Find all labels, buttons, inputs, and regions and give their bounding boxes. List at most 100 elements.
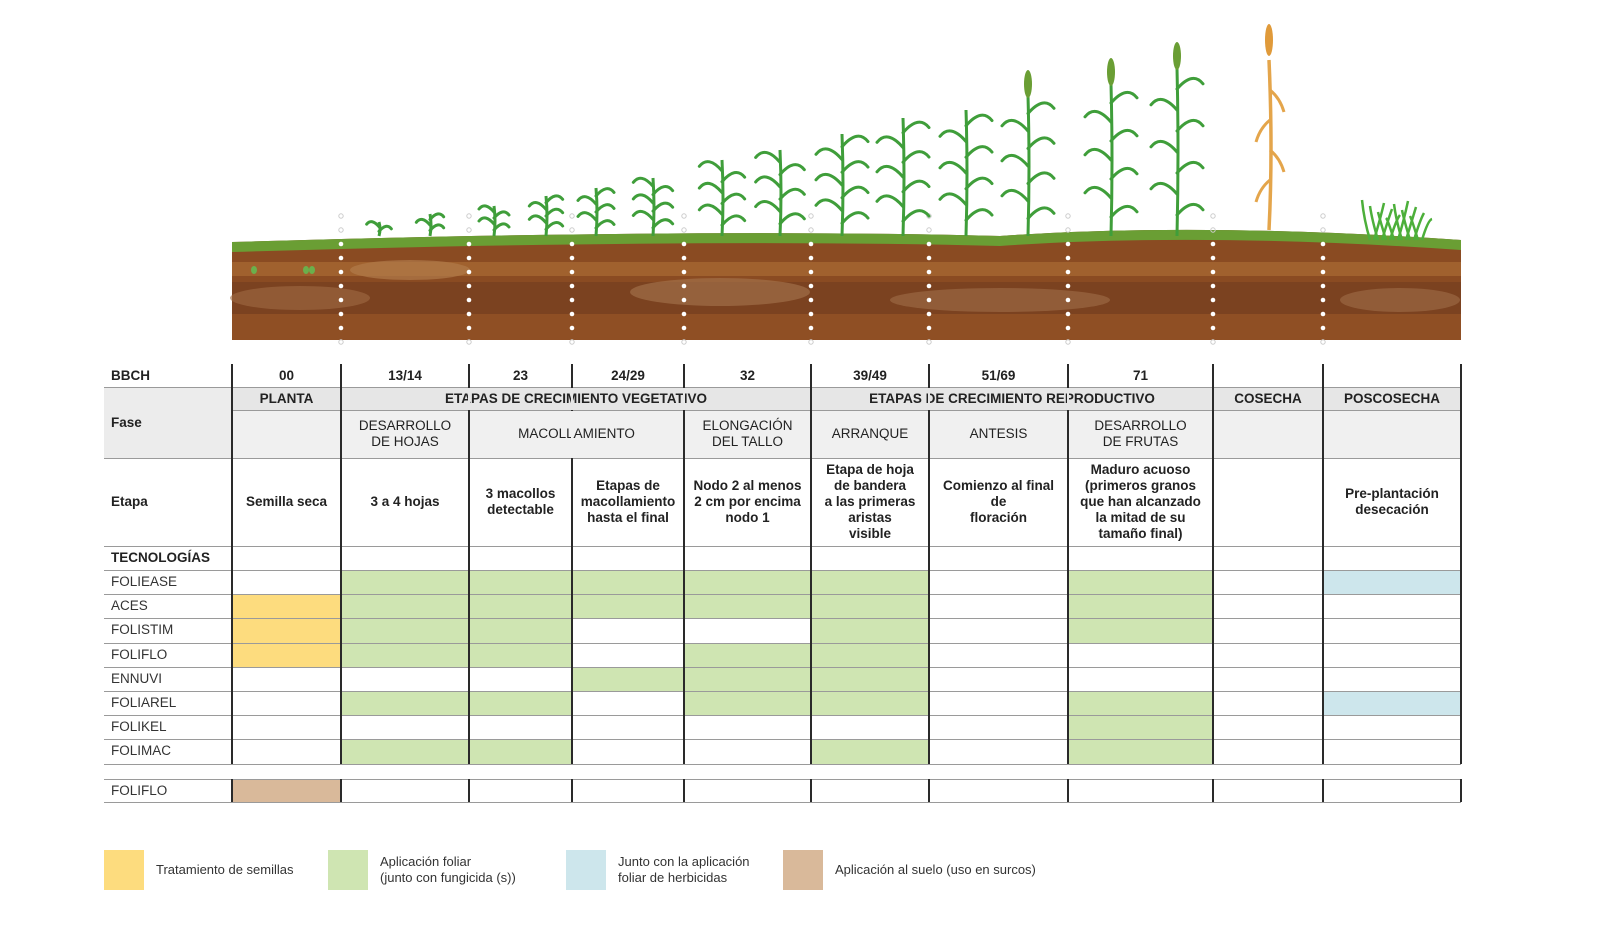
row-divider (104, 594, 1461, 596)
crop-plant-leaf (631, 193, 655, 205)
stage-description (1213, 458, 1323, 546)
stage-marker-dot (926, 269, 932, 275)
subphase-header (1213, 410, 1323, 458)
stage-marker-dot (338, 283, 344, 289)
soil-pocket (350, 260, 470, 280)
stage-marker-dot (681, 297, 687, 303)
application-cell (811, 618, 929, 643)
stage-marker-dot (1065, 255, 1071, 261)
crop-plant-leaf (938, 129, 968, 143)
column-divider (1212, 779, 1214, 802)
tecnologias-label: TECNOLOGÍAS (111, 550, 211, 565)
phase-header: PLANTA (259, 390, 314, 406)
application-cell (1323, 691, 1461, 716)
technology-name: FOLIEASE (111, 574, 178, 590)
crop-plant-leaf (778, 163, 806, 177)
technology-name: FOLIMAC (111, 743, 172, 759)
column-divider (468, 779, 470, 802)
column-divider (1460, 779, 1462, 802)
application-cell (341, 570, 469, 595)
subphase-header: MACOLLAMIENTO (518, 426, 635, 441)
crop-plant-leaf (1083, 185, 1113, 200)
crop-plant-leaf (492, 210, 511, 220)
crop-plant-leaf (840, 211, 870, 225)
application-cell (469, 570, 572, 595)
crop-plant-ear (1024, 70, 1032, 98)
crop-plant-leaf (720, 171, 747, 184)
crop-plant-leaf (1083, 109, 1113, 124)
application-cell (469, 642, 572, 667)
crop-plant-leaf (840, 160, 870, 174)
application-cell (1068, 594, 1213, 619)
growth-stage-table: BBCH Fase Etapa TECNOLOGÍAS 00 13/14 23 24/29 32… (104, 364, 1462, 803)
crop-plant-leaf (544, 207, 565, 218)
column-divider (571, 364, 573, 764)
subphase-header (1323, 410, 1461, 458)
crop-plant-leaf (814, 198, 844, 212)
grass-tuft-blade (1400, 209, 1412, 241)
stage-marker-dot (1210, 269, 1216, 275)
stage-marker-dot (808, 297, 814, 303)
crop-plant-ear (1107, 58, 1115, 86)
bbch-code: 39/49 (853, 367, 887, 383)
crop-plant-leaf (964, 176, 994, 191)
crop-plant-leaf (720, 192, 747, 205)
phase-row-background (232, 387, 1461, 410)
crop-plant-leaf (720, 214, 747, 227)
stage-marker-dot (808, 241, 814, 247)
header-divider (232, 410, 1461, 411)
crop-plant-leaf (631, 176, 655, 188)
crop-plant-leaf (1000, 118, 1030, 133)
stage-marker-dot (569, 325, 575, 331)
crop-plant-leaf (938, 160, 968, 175)
grass-tuft-blade (1392, 203, 1404, 241)
application-cell (232, 779, 341, 802)
legend-label: Aplicación foliar (junto con fungicida (… (380, 854, 516, 885)
application-cell (684, 570, 811, 595)
stage-marker-dot (1210, 227, 1216, 233)
legend-label: Aplicación al suelo (uso en surcos) (835, 862, 1036, 877)
grass-tuft-blade (1384, 217, 1396, 241)
row-divider (104, 691, 1461, 692)
crop-plant-stem (720, 159, 725, 237)
stage-marker-dot (926, 241, 932, 247)
row-divider (104, 618, 1461, 620)
stage-marker-dot (466, 339, 472, 345)
ripe-plant-leaf (1254, 118, 1271, 143)
crop-plant-leaf (840, 185, 870, 200)
stage-marker-dot (466, 213, 472, 219)
crop-plant-leaf (1109, 204, 1139, 219)
stage-marker-dot (681, 255, 687, 261)
stage-marker-dot (1210, 339, 1216, 345)
stage-marker-dot (1065, 311, 1071, 317)
stage-marker-dot (926, 255, 932, 261)
soil-pocket (230, 286, 370, 310)
stage-marker-dot (569, 339, 575, 345)
application-cell (341, 691, 469, 716)
application-cell (572, 594, 684, 619)
legend-swatch (566, 850, 606, 890)
stage-marker-dot (808, 339, 814, 345)
stage-marker-dot (808, 227, 814, 233)
stage-marker-dot (1320, 213, 1326, 219)
stage-description: Comienzo al final de floración (942, 478, 1054, 525)
crop-plant-leaf (754, 200, 782, 213)
crop-plant-leaf (840, 134, 870, 149)
ripe-plant-stem (1267, 59, 1273, 231)
bbch-code (1213, 364, 1323, 387)
application-cell (1068, 618, 1213, 643)
stage-marker-dot (466, 227, 472, 233)
bbch-code: 00 (278, 367, 295, 383)
crop-plant-leaf (544, 194, 565, 205)
crop-plant-leaf (1026, 101, 1056, 115)
stage-marker-dot (466, 325, 472, 331)
application-cell (811, 666, 929, 691)
crop-plant-leaf (414, 217, 432, 227)
stage-marker-dot (569, 269, 575, 275)
stage-description: Maduro acuoso (primeros granos que han a… (1080, 462, 1201, 541)
stage-marker-dot (569, 213, 575, 219)
row-divider (104, 763, 1461, 765)
ripe-plant-leaf (1254, 178, 1271, 203)
application-cell (684, 666, 811, 691)
application-cell (811, 594, 929, 619)
